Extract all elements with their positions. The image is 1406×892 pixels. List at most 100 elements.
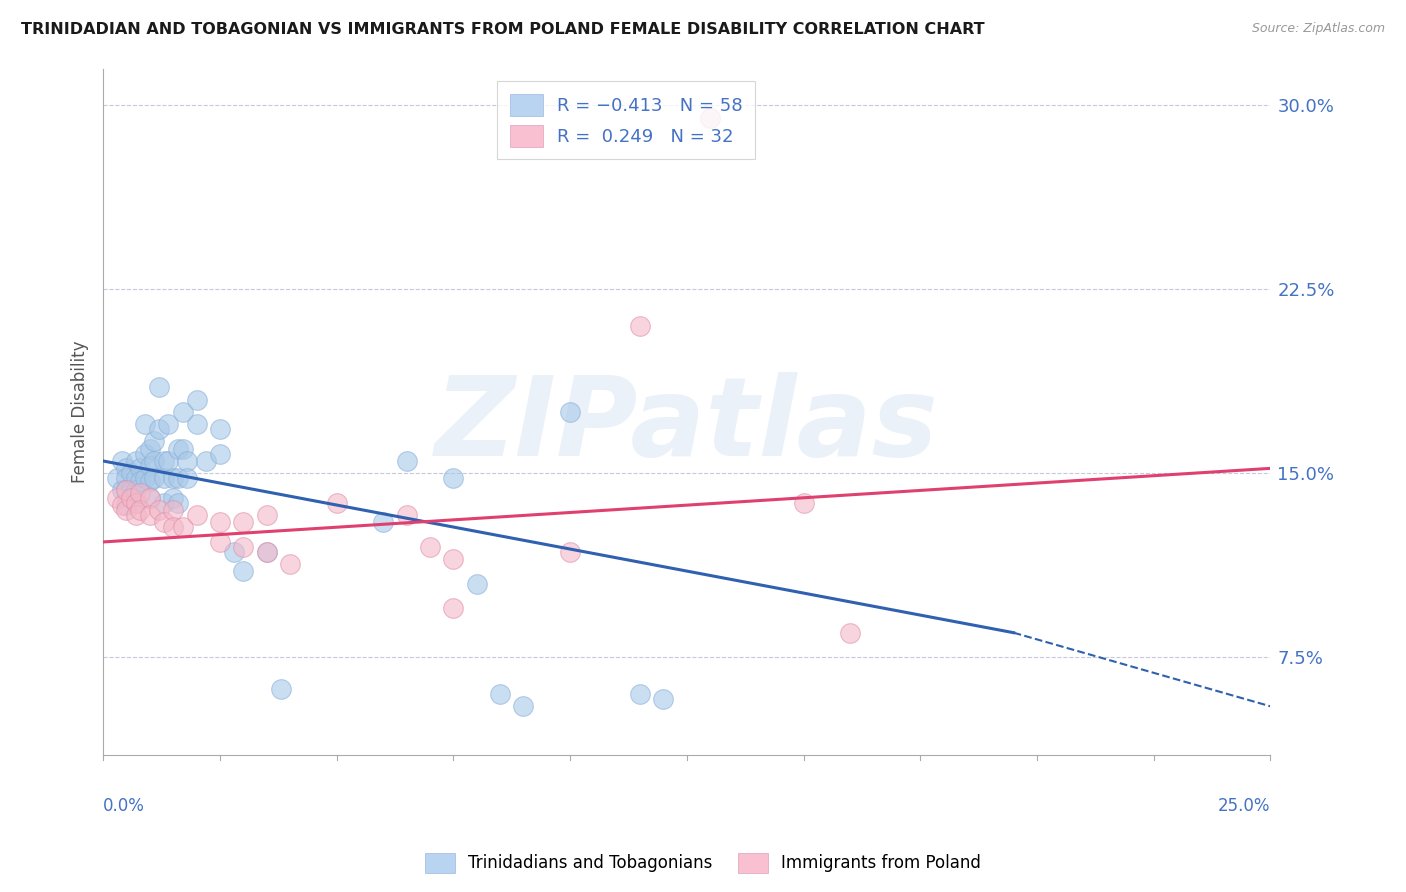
Point: [489, 687, 512, 701]
Y-axis label: Female Disability: Female Disability: [72, 341, 89, 483]
Point: [148, 503, 170, 517]
Point: [153, 454, 176, 468]
Point: [699, 111, 721, 125]
Point: [194, 454, 217, 468]
Point: [148, 380, 170, 394]
Point: [153, 496, 176, 510]
Point: [105, 471, 128, 485]
Point: [278, 557, 301, 571]
Point: [120, 491, 142, 505]
Point: [125, 483, 148, 498]
Point: [441, 471, 464, 485]
Point: [232, 516, 254, 530]
Point: [172, 405, 194, 419]
Point: [143, 434, 166, 449]
Point: [134, 417, 156, 432]
Point: [139, 508, 162, 522]
Point: [186, 392, 208, 407]
Point: [208, 447, 231, 461]
Point: [148, 422, 170, 436]
Point: [208, 516, 231, 530]
Point: [139, 491, 162, 505]
Point: [166, 442, 188, 456]
Point: [143, 454, 166, 468]
Point: [232, 565, 254, 579]
Point: [652, 692, 675, 706]
Point: [153, 516, 176, 530]
Point: [232, 540, 254, 554]
Point: [105, 491, 128, 505]
Point: [134, 447, 156, 461]
Point: [153, 471, 176, 485]
Point: [115, 471, 138, 485]
Point: [139, 474, 162, 488]
Point: [157, 417, 180, 432]
Point: [162, 503, 184, 517]
Point: [120, 467, 142, 481]
Point: [129, 503, 152, 517]
Point: [373, 516, 395, 530]
Point: [139, 491, 162, 505]
Text: Source: ZipAtlas.com: Source: ZipAtlas.com: [1251, 22, 1385, 36]
Point: [222, 545, 245, 559]
Point: [115, 503, 138, 517]
Point: [115, 498, 138, 512]
Point: [186, 417, 208, 432]
Point: [120, 483, 142, 498]
Legend: R = −0.413   N = 58, R =  0.249   N = 32: R = −0.413 N = 58, R = 0.249 N = 32: [498, 81, 755, 160]
Point: [441, 601, 464, 615]
Point: [176, 471, 198, 485]
Point: [208, 535, 231, 549]
Point: [143, 471, 166, 485]
Text: TRINIDADIAN AND TOBAGONIAN VS IMMIGRANTS FROM POLAND FEMALE DISABILITY CORRELATI: TRINIDADIAN AND TOBAGONIAN VS IMMIGRANTS…: [21, 22, 984, 37]
Point: [115, 483, 138, 498]
Text: 25.0%: 25.0%: [1218, 797, 1271, 814]
Point: [465, 576, 488, 591]
Point: [111, 483, 134, 498]
Point: [792, 496, 814, 510]
Point: [208, 422, 231, 436]
Point: [256, 508, 278, 522]
Point: [256, 545, 278, 559]
Point: [839, 625, 862, 640]
Point: [558, 405, 581, 419]
Text: ZIPatlas: ZIPatlas: [434, 372, 939, 479]
Point: [139, 458, 162, 473]
Point: [162, 520, 184, 534]
Point: [395, 508, 418, 522]
Point: [270, 682, 292, 697]
Point: [172, 520, 194, 534]
Point: [628, 319, 651, 334]
Point: [441, 552, 464, 566]
Point: [186, 508, 208, 522]
Point: [419, 540, 441, 554]
Point: [558, 545, 581, 559]
Point: [125, 508, 148, 522]
Point: [129, 486, 152, 500]
Point: [172, 442, 194, 456]
Point: [125, 454, 148, 468]
Point: [395, 454, 418, 468]
Point: [134, 471, 156, 485]
Point: [125, 496, 148, 510]
Point: [166, 496, 188, 510]
Point: [512, 699, 534, 714]
Point: [111, 498, 134, 512]
Point: [628, 687, 651, 701]
Point: [125, 496, 148, 510]
Text: 0.0%: 0.0%: [103, 797, 145, 814]
Point: [162, 491, 184, 505]
Point: [115, 461, 138, 475]
Point: [139, 442, 162, 456]
Point: [162, 471, 184, 485]
Point: [325, 496, 347, 510]
Point: [129, 461, 152, 475]
Point: [111, 454, 134, 468]
Point: [125, 471, 148, 485]
Point: [166, 471, 188, 485]
Legend: Trinidadians and Tobagonians, Immigrants from Poland: Trinidadians and Tobagonians, Immigrants…: [419, 847, 987, 880]
Point: [157, 454, 180, 468]
Point: [115, 483, 138, 498]
Point: [176, 454, 198, 468]
Point: [129, 474, 152, 488]
